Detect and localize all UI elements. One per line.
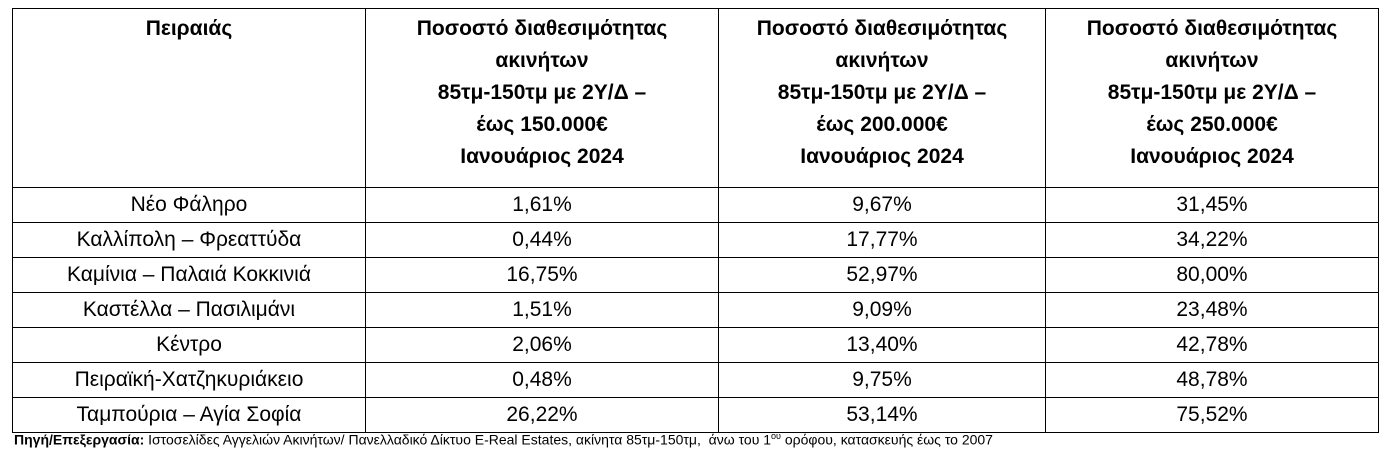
header-line: ακινήτων [1165, 49, 1259, 72]
value-cell: 53,14% [718, 397, 1046, 433]
table-row: Πειραϊκή-Χατζηκυριάκειο 0,48% 9,75% 48,78% [12, 362, 1379, 398]
value-cell: 9,09% [718, 292, 1046, 328]
value-cell: 31,45% [1045, 187, 1379, 223]
header-line: Ιανουάριος 2024 [1130, 145, 1294, 168]
footer-text: Ιστοσελίδες Αγγελιών Ακινήτων/ Πανελλαδι… [148, 431, 772, 448]
value-cell: 17,77% [718, 222, 1046, 258]
value-cell: 9,67% [718, 187, 1046, 223]
table-row: Νέο Φάληρο 1,61% 9,67% 31,45% [12, 187, 1379, 223]
value-cell: 1,61% [365, 187, 719, 223]
value-cell: 80,00% [1045, 257, 1379, 293]
area-cell: Κέντρο [12, 327, 366, 363]
value-cell: 0,44% [365, 222, 719, 258]
header-line: έως 250.000€ [1146, 113, 1278, 136]
table-row: Κέντρο 2,06% 13,40% 42,78% [12, 327, 1379, 363]
value-cell: 52,97% [718, 257, 1046, 293]
header-cell: Ποσοστό διαθεσιμότητας ακινήτων 85τμ-150τμ… [718, 8, 1046, 188]
header-line: Ιανουάριος 2024 [800, 145, 964, 168]
value-cell: 16,75% [365, 257, 719, 293]
area-cell: Πειραϊκή-Χατζηκυριάκειο [12, 362, 366, 398]
value-cell: 0,48% [365, 362, 719, 398]
table-row: Καλλίπολη – Φρεαττύδα 0,44% 17,77% 34,22% [12, 222, 1379, 258]
area-cell: Καλλίπολη – Φρεαττύδα [12, 222, 366, 258]
header-line: 85τμ-150τμ με 2Υ/Δ – [777, 81, 987, 104]
header-line: Ποσοστό διαθεσιμότητας [416, 17, 668, 40]
table-row: Καστέλλα – Πασιλιμάνι 1,51% 9,09% 23,48% [12, 292, 1379, 328]
table-row: Καμίνια – Παλαιά Κοκκινιά 16,75% 52,97% 80,… [12, 257, 1379, 293]
header-line: 85τμ-150τμ με 2Υ/Δ – [1107, 81, 1317, 104]
value-cell: 23,48% [1045, 292, 1379, 328]
value-cell: 13,40% [718, 327, 1046, 363]
table-row: Ταμπούρια – Αγία Σοφία 26,22% 53,14% 75,52% [12, 397, 1379, 433]
value-cell: 2,06% [365, 327, 719, 363]
header-line: ακινήτων [495, 49, 589, 72]
header-line: Ποσοστό διαθεσιμότητας [756, 17, 1008, 40]
footer-superscript: ου [771, 431, 781, 441]
value-cell: 34,22% [1045, 222, 1379, 258]
header-cell: Πειραιάς [12, 8, 366, 188]
value-cell: 9,75% [718, 362, 1046, 398]
table: Πειραιάς Ποσοστό διαθεσιμότητας ακινήτων 85… [12, 8, 1379, 433]
value-cell: 42,78% [1045, 327, 1379, 363]
header-cell: Ποσοστό διαθεσιμότητας ακινήτων 85τμ-150τμ… [365, 8, 719, 188]
header-line: έως 200.000€ [816, 113, 948, 136]
value-cell: 1,51% [365, 292, 719, 328]
area-cell: Ταμπούρια – Αγία Σοφία [12, 397, 366, 433]
header-line: έως 150.000€ [476, 113, 608, 136]
footer: Πηγή/Επεξεργασία: Ιστοσελίδες Αγγελιών Α… [14, 431, 993, 448]
area-cell: Νέο Φάληρο [12, 187, 366, 223]
header-row: Πειραιάς Ποσοστό διαθεσιμότητας ακινήτων 85… [12, 8, 1379, 188]
value-cell: 75,52% [1045, 397, 1379, 433]
header-cell: Ποσοστό διαθεσιμότητας ακινήτων 85τμ-150τμ… [1045, 8, 1379, 188]
area-cell: Καμίνια – Παλαιά Κοκκινιά [12, 257, 366, 293]
header-line: ακινήτων [835, 49, 929, 72]
header-line: 85τμ-150τμ με 2Υ/Δ – [437, 81, 647, 104]
value-cell: 48,78% [1045, 362, 1379, 398]
table-body: Νέο Φάληρο 1,61% 9,67% 31,45% Καλλίπολη – Φρ… [12, 187, 1379, 433]
value-cell: 26,22% [365, 397, 719, 433]
header-line: Πειραιάς [145, 17, 233, 40]
header-line: Ιανουάριος 2024 [460, 145, 624, 168]
footer-text-end: ορόφου, κατασκευής έως το 2007 [784, 431, 993, 448]
header-line: Ποσοστό διαθεσιμότητας [1086, 17, 1338, 40]
area-cell: Καστέλλα – Πασιλιμάνι [12, 292, 366, 328]
footer-label: Πηγή/Επεξεργασία: [14, 431, 145, 448]
